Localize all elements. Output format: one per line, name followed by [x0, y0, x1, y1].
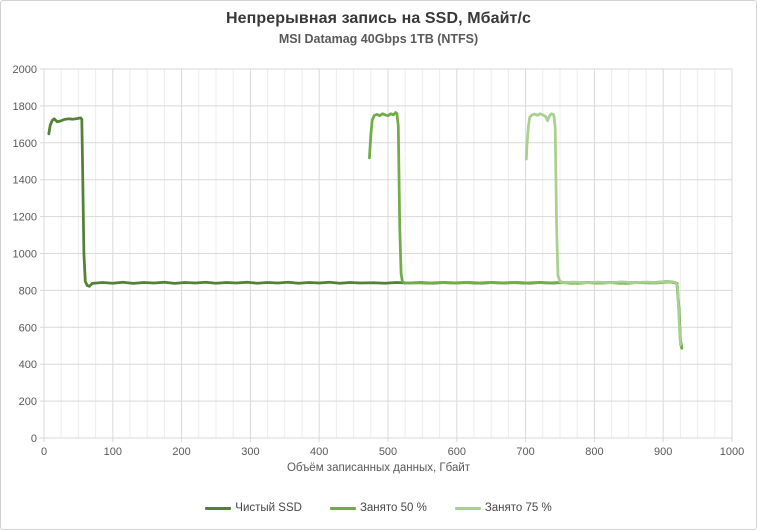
series-line-2 [524, 112, 682, 347]
y-tick-label: 400 [19, 359, 37, 371]
x-tick-label: 0 [41, 446, 47, 458]
chart-title: Непрерывная запись на SSD, Мбайт/с [225, 10, 532, 27]
x-tick-label: 400 [310, 446, 328, 458]
x-tick-label: 200 [172, 446, 190, 458]
legend-item: Занято 50 % [329, 502, 427, 514]
legend-swatch-line [205, 506, 232, 510]
y-tick-label: 2000 [13, 64, 37, 76]
x-tick-label: 900 [654, 446, 672, 458]
x-axis-title: Объём записанных данных, Гбайт [286, 462, 471, 474]
x-tick-label: 500 [379, 446, 397, 458]
y-tick-label: 600 [19, 322, 37, 334]
y-tick-label: 1600 [13, 138, 37, 150]
series-line-0 [47, 116, 684, 349]
y-tick-label: 1800 [13, 101, 37, 113]
legend-item: Чистый SSD [205, 502, 302, 514]
legend-item: Занято 75 % [454, 502, 552, 514]
x-tick-label: 100 [104, 446, 122, 458]
y-tick-label: 0 [31, 433, 37, 445]
legend-swatch-line [329, 506, 356, 510]
x-tick-label: 300 [241, 446, 259, 458]
legend: Чистый SSD Занято 50 % Занято 75 % [1, 502, 756, 514]
y-tick-label: 1200 [13, 212, 37, 224]
chart-subtitle: MSI Datamag 40Gbps 1TB (NTFS) [278, 32, 479, 46]
legend-label: Чистый SSD [235, 502, 302, 514]
y-tick-label: 1000 [13, 249, 37, 261]
legend-label: Занято 50 % [359, 502, 427, 514]
y-tick-label: 800 [19, 285, 37, 297]
x-tick-label: 1000 [720, 446, 744, 458]
x-tick-label: 800 [585, 446, 603, 458]
legend-swatch-line [454, 506, 481, 510]
y-tick-label: 1400 [13, 175, 37, 187]
x-tick-label: 600 [448, 446, 466, 458]
y-tick-label: 200 [19, 396, 37, 408]
x-tick-label: 700 [516, 446, 534, 458]
legend-label: Занято 75 % [484, 502, 552, 514]
